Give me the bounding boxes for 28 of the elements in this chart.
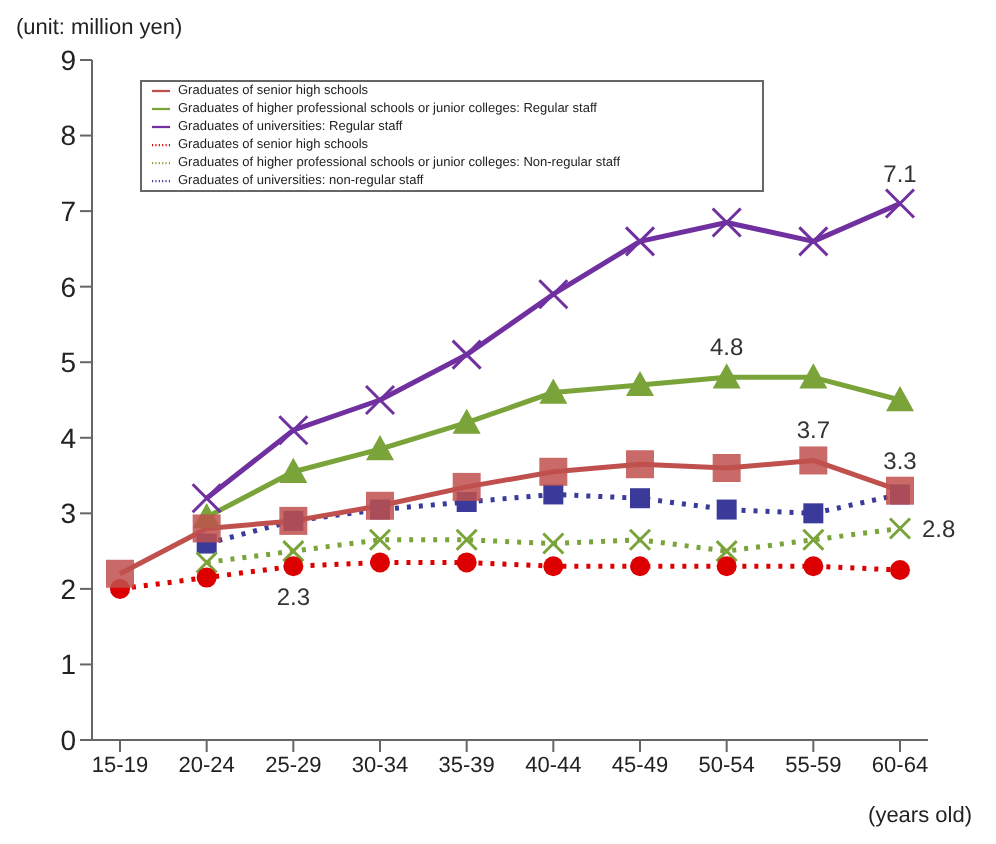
x-tick-label: 20-24 — [178, 753, 235, 778]
x-tick-label: 45-49 — [611, 753, 669, 778]
annotation: 7.1 — [883, 159, 918, 188]
y-tick-label: 4 — [60, 421, 77, 454]
x-tick-label: 25-29 — [265, 753, 322, 778]
y-tick-label: 3 — [60, 497, 77, 530]
x-tick-label: 35-39 — [438, 753, 495, 778]
y-tick-label: 8 — [60, 119, 77, 152]
annotation: 3.3 — [883, 446, 918, 475]
annotation: 2.8 — [922, 514, 957, 543]
annotation: 4.8 — [709, 333, 744, 362]
x-tick-label: 60-64 — [871, 753, 929, 778]
annotation: 2.3 — [276, 583, 311, 612]
y-tick-label: 5 — [60, 346, 77, 379]
y-tick-label: 9 — [60, 43, 77, 76]
text: (unit: million yen) — [16, 16, 183, 40]
y-tick-label: 2 — [60, 572, 77, 605]
y-tick-label: 0 — [60, 723, 77, 756]
y-tick-label: 6 — [60, 270, 77, 303]
x-tick-label: 30-34 — [351, 753, 409, 778]
x-tick-label: 15-19 — [91, 753, 149, 778]
y-tick-label: 7 — [60, 195, 77, 228]
y-tick-label: 1 — [60, 648, 77, 681]
x-tick-label: 50-54 — [698, 753, 755, 778]
annotation: 3.7 — [796, 416, 831, 445]
x-tick-label: 55-59 — [785, 753, 842, 778]
x-axis-title: (years old) — [868, 804, 972, 828]
x-tick-label: 40-44 — [525, 753, 582, 778]
